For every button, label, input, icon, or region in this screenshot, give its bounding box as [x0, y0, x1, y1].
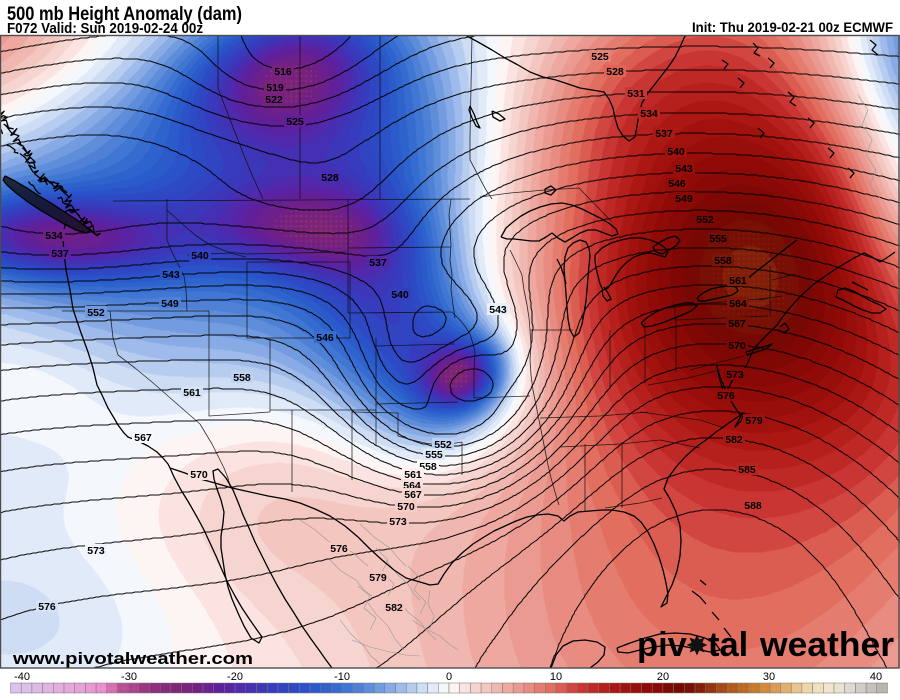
svg-text:537: 537 [369, 257, 387, 269]
svg-text:582: 582 [725, 434, 743, 446]
svg-text:525: 525 [286, 116, 304, 128]
svg-text:546: 546 [668, 178, 686, 190]
svg-text:561: 561 [404, 469, 422, 481]
svg-text:-30: -30 [121, 671, 137, 683]
svg-text:500 mb Height Anomaly (dam): 500 mb Height Anomaly (dam) [7, 3, 242, 25]
svg-text:40: 40 [870, 671, 882, 683]
svg-text:-20: -20 [227, 671, 243, 683]
svg-text:585: 585 [738, 464, 756, 476]
svg-text:546: 546 [316, 332, 334, 344]
svg-text:552: 552 [696, 214, 714, 226]
svg-text:531: 531 [627, 88, 645, 100]
svg-text:543: 543 [675, 163, 693, 175]
svg-text:573: 573 [726, 369, 744, 381]
svg-text:540: 540 [391, 289, 409, 301]
svg-text:570: 570 [190, 469, 208, 481]
svg-text:552: 552 [87, 307, 105, 319]
svg-text:555: 555 [709, 233, 727, 245]
svg-text:20: 20 [657, 671, 669, 683]
svg-text:537: 537 [655, 128, 673, 140]
svg-text:573: 573 [389, 516, 407, 528]
svg-text:weather: weather [759, 626, 894, 664]
svg-text:528: 528 [606, 66, 624, 78]
svg-text:567: 567 [404, 489, 422, 501]
svg-text:558: 558 [714, 255, 732, 267]
svg-text:540: 540 [667, 146, 685, 158]
svg-text:576: 576 [38, 601, 56, 613]
svg-text:Init: Thu 2019-02-21 00z ECMWF: Init: Thu 2019-02-21 00z ECMWF [692, 20, 893, 35]
svg-text:558: 558 [233, 372, 251, 384]
svg-text:F072 Valid: Sun 2019-02-24 00z: F072 Valid: Sun 2019-02-24 00z [7, 21, 203, 37]
svg-text:519: 519 [266, 82, 284, 94]
svg-text:570: 570 [397, 501, 415, 513]
svg-text:549: 549 [161, 298, 179, 310]
svg-text:576: 576 [717, 390, 735, 402]
svg-text:tal: tal [708, 626, 748, 664]
svg-text:piv: piv [637, 626, 688, 664]
svg-text:516: 516 [274, 66, 292, 78]
svg-text:-40: -40 [14, 671, 30, 683]
svg-text:576: 576 [330, 543, 348, 555]
svg-text:567: 567 [134, 432, 152, 444]
svg-text:0: 0 [446, 671, 452, 683]
svg-text:-10: -10 [334, 671, 350, 683]
svg-text:543: 543 [162, 269, 180, 281]
svg-text:567: 567 [728, 318, 746, 330]
svg-text:30: 30 [763, 671, 775, 683]
svg-text:579: 579 [369, 572, 387, 584]
svg-text:522: 522 [265, 94, 283, 106]
svg-text:582: 582 [385, 602, 403, 614]
svg-text:534: 534 [45, 230, 63, 242]
svg-text:534: 534 [640, 108, 658, 120]
svg-text:588: 588 [744, 500, 762, 512]
svg-text:561: 561 [729, 275, 747, 287]
svg-text:549: 549 [675, 193, 693, 205]
svg-text:561: 561 [183, 387, 201, 399]
svg-text:528: 528 [321, 172, 339, 184]
svg-text:www.pivotalweather.com: www.pivotalweather.com [12, 650, 253, 668]
svg-text:10: 10 [550, 671, 562, 683]
svg-text:555: 555 [425, 449, 443, 461]
svg-text:540: 540 [191, 250, 209, 262]
svg-text:579: 579 [745, 415, 763, 427]
svg-text:564: 564 [729, 298, 747, 310]
svg-text:570: 570 [728, 340, 746, 352]
svg-text:525: 525 [591, 51, 609, 63]
svg-text:543: 543 [489, 304, 507, 316]
svg-text:537: 537 [51, 248, 69, 260]
svg-text:573: 573 [87, 545, 105, 557]
